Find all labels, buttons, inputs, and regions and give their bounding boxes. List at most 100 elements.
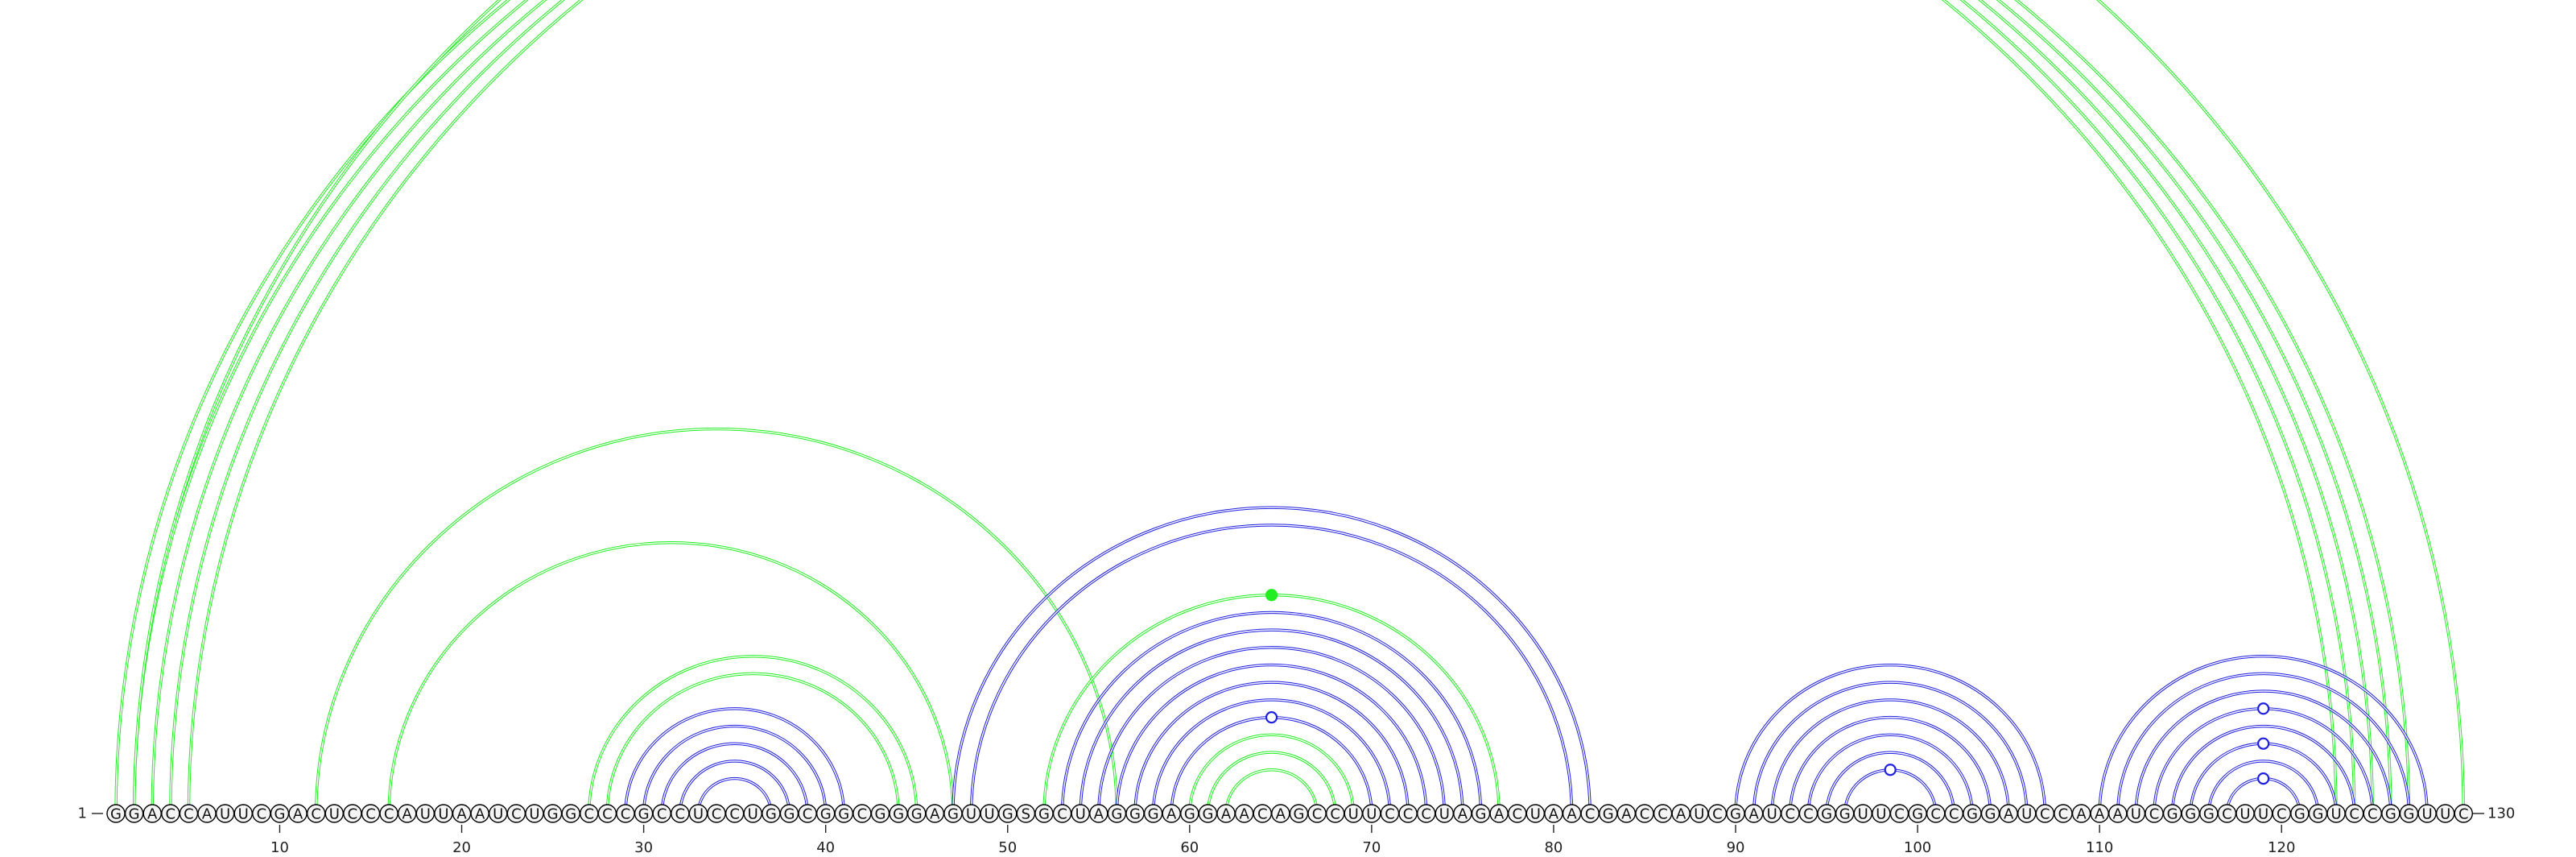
- base-pair-arc-core: [134, 0, 2355, 814]
- arc-apex-marker: [1884, 764, 1897, 776]
- nucleotide-letter: G: [947, 806, 959, 823]
- base-pair-arc: [171, 0, 2391, 814]
- nucleotide-letter: C: [1385, 806, 1395, 823]
- nucleotide-letter: G: [1129, 806, 1141, 823]
- base-pair-arc: [605, 673, 900, 815]
- base-pair-arc-core: [152, 0, 2372, 814]
- base-pair-arc: [588, 654, 919, 815]
- nucleotide-letter: U: [529, 806, 539, 823]
- nucleotide-letter: A: [1676, 806, 1686, 823]
- base-pair-arc: [1170, 716, 1373, 815]
- nucleotide-letter: C: [621, 806, 631, 823]
- nucleotide-letter: C: [2458, 806, 2469, 823]
- nucleotide-letter: C: [1712, 806, 1723, 823]
- base-pair-arc: [642, 725, 828, 815]
- nucleotide-letter: A: [202, 806, 213, 823]
- nucleotide-letter: U: [2421, 806, 2432, 823]
- base-pair-arc-core: [697, 777, 772, 814]
- nucleotide-letter: C: [2040, 806, 2050, 823]
- base-pair-arc-core: [1225, 769, 1318, 814]
- base-pair-arc-core: [1752, 681, 2028, 814]
- base-pair-arc-core: [1117, 665, 1426, 814]
- base-pair-arc-core: [588, 655, 918, 814]
- base-pair-arc-core: [1170, 717, 1373, 814]
- arc-apex-marker: [1265, 589, 1278, 602]
- nucleotide-letter: U: [1858, 806, 1868, 823]
- base-pair-arc-core: [661, 743, 808, 814]
- nucleotide-letter: G: [2312, 806, 2323, 823]
- nucleotide-letter: C: [1640, 806, 1650, 823]
- nucleotide-letter: C: [803, 806, 813, 823]
- base-pair-arc-core: [134, 0, 2464, 814]
- base-pair-arc-core: [2117, 673, 2410, 814]
- base-pair-arc-core: [2099, 655, 2428, 814]
- nucleotide-letter: G: [1202, 806, 1213, 823]
- nucleotide-letter: U: [220, 806, 230, 823]
- nucleotide-letter: C: [1512, 806, 1522, 823]
- sequence-backbone: 1 130: [78, 805, 2516, 822]
- nucleotide-letter: C: [1403, 806, 1414, 823]
- tick-label: 60: [1180, 839, 1199, 856]
- nucleotide-letter: G: [1111, 806, 1122, 823]
- base-pair-arc-core: [952, 507, 1591, 814]
- base-pair-arc: [134, 0, 2464, 814]
- tick-label: 110: [2086, 839, 2113, 856]
- nucleotide-letter: G: [638, 806, 650, 823]
- nucleotide-letter: G: [274, 806, 285, 823]
- base-pair-arc: [116, 0, 2336, 814]
- arc-apex-marker: [2257, 702, 2270, 715]
- nucleotide-letter: U: [2240, 806, 2250, 823]
- nucleotide-letter: A: [1748, 806, 1759, 823]
- nucleotide-letter: A: [1221, 806, 1232, 823]
- nucleotide-letter: G: [2203, 806, 2215, 823]
- nucleotide-letter: C: [511, 806, 522, 823]
- base-pair-arc-core: [2171, 725, 2355, 814]
- nucleotide-letter: C: [602, 806, 613, 823]
- nucleotide-letter: A: [2004, 806, 2014, 823]
- nucleotide-letter: U: [1366, 806, 1377, 823]
- nucleotide-letter: C: [2222, 806, 2232, 823]
- nucleotide-letter: G: [565, 806, 576, 823]
- tick-label: 100: [1904, 839, 1931, 856]
- nucleotide-letter: U: [238, 806, 249, 823]
- nucleotide-letter: C: [857, 806, 868, 823]
- nucleotide-letter: C: [311, 806, 321, 823]
- nucleotide-letter: A: [2095, 806, 2105, 823]
- arc-apex-marker: [1265, 711, 1278, 724]
- base-pair-arc: [1117, 665, 1426, 814]
- nucleotide-letter: U: [329, 806, 340, 823]
- nucleotide-letter: U: [1694, 806, 1704, 823]
- nucleotide-letter: U: [966, 806, 976, 823]
- nucleotide-letter: A: [1458, 806, 1468, 823]
- nucleotide-letter: U: [2021, 806, 2032, 823]
- nucleotide-letter: C: [2149, 806, 2160, 823]
- base-pair-arc: [152, 0, 2372, 814]
- nucleotide-letter: G: [1184, 806, 1195, 823]
- base-pair-arc-core: [1826, 751, 1955, 814]
- nucleotide-letter: A: [2076, 806, 2087, 823]
- arc-markers: [1265, 589, 2270, 785]
- nucleotide-letter: C: [675, 806, 686, 823]
- nucleotide-letter: A: [1567, 806, 1577, 823]
- base-pair-arc-core: [1207, 751, 1336, 814]
- base-pair-arc-core: [2135, 690, 2392, 814]
- nucleotide-circle: [2454, 804, 2474, 823]
- base-pair-arc: [1044, 595, 1499, 814]
- nucleotide-letter: A: [2113, 806, 2124, 823]
- base-pair-arc-core: [1080, 629, 1463, 814]
- base-pair-arc-core: [1807, 735, 1973, 814]
- nucleotide-letter: C: [1657, 806, 1668, 823]
- base-pair-arc-core: [315, 428, 1118, 814]
- nucleotide-letter: G: [1912, 806, 1923, 823]
- end-position-label: 130: [2487, 805, 2515, 822]
- nucleotide-letter: A: [1276, 806, 1286, 823]
- nucleotide-letter: A: [402, 806, 413, 823]
- nucleotide-letter: U: [2330, 806, 2341, 823]
- nucleotide-letter: A: [1094, 806, 1104, 823]
- nucleotide-letter: G: [911, 806, 923, 823]
- nucleotide-letter: C: [729, 806, 740, 823]
- tick-label: 20: [452, 839, 471, 856]
- nucleotide-letter: A: [1239, 806, 1249, 823]
